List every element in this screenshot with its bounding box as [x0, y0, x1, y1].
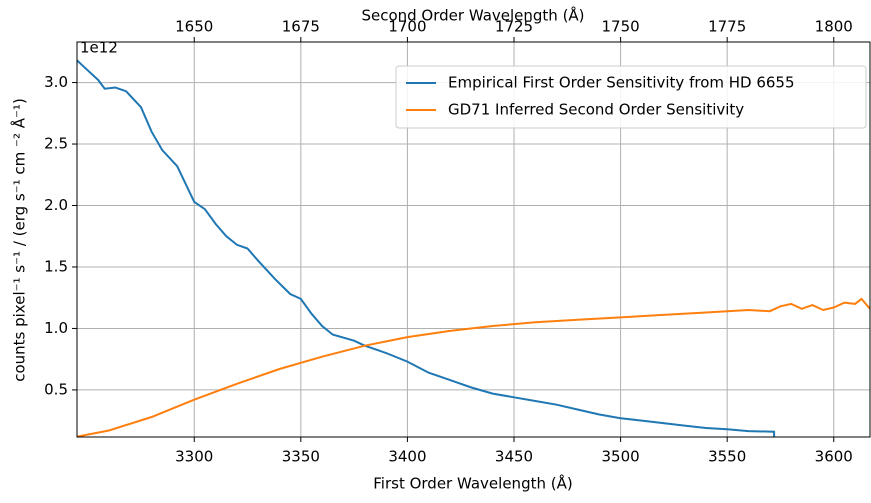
x2-tick-label: 1700	[388, 18, 426, 36]
legend-label: Empirical First Order Sensitivity from H…	[448, 74, 795, 92]
y-axis-label: counts pixel⁻¹ s⁻¹ / (erg s⁻¹ cm ⁻² Å⁻¹)	[10, 98, 29, 382]
x-axis-label: First Order Wavelength (Å)	[373, 474, 572, 493]
y-tick-label: 0.5	[44, 380, 68, 398]
x-tick-label: 3550	[708, 448, 746, 466]
y-tick-label: 1.0	[44, 319, 68, 337]
x2-tick-label: 1650	[175, 18, 213, 36]
plot-frame	[76, 41, 871, 438]
x-tick-label: 3400	[388, 448, 426, 466]
series-line	[77, 59, 776, 437]
x2-axis-label: Second Order Wavelength (Å)	[361, 6, 584, 25]
x-tick-label: 3500	[601, 448, 639, 466]
y-tick-label: 2.5	[44, 135, 68, 153]
y-tick-label: 3.0	[44, 73, 68, 91]
x-tick-label: 3450	[495, 448, 533, 466]
x-tick-label: 3350	[282, 448, 320, 466]
x2-tick-label: 1775	[708, 18, 746, 36]
x2-tick-label: 1675	[282, 18, 320, 36]
x2-tick-label: 1725	[495, 18, 533, 36]
legend-box	[395, 65, 867, 129]
legend-label: GD71 Inferred Second Order Sensitivity	[448, 101, 744, 119]
y-tick-label: 2.0	[44, 196, 68, 214]
series-line	[77, 297, 870, 437]
y-offset-label: 1e12	[80, 39, 118, 57]
x-tick-label: 3600	[815, 448, 853, 466]
x2-tick-label: 1800	[815, 18, 853, 36]
y-tick-label: 1.5	[44, 257, 68, 275]
x-tick-label: 3300	[175, 448, 213, 466]
x2-tick-label: 1750	[601, 18, 639, 36]
